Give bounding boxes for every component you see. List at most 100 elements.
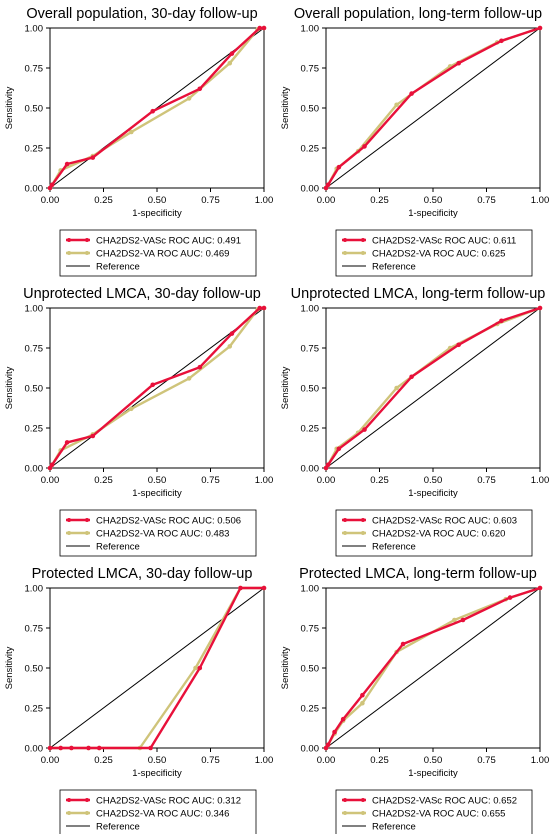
- reference-line: [49, 587, 265, 749]
- chart-title: Protected LMCA, long-term follow-up: [299, 566, 537, 582]
- y-tick-label: 0.50: [301, 104, 320, 115]
- legend-label-va: CHA2DS2-VA ROC AUC: 0.483: [96, 529, 229, 540]
- reference-line: [49, 307, 265, 469]
- x-tick-label: 0.00: [317, 755, 336, 766]
- x-tick-label: 0.75: [201, 755, 220, 766]
- roc-panel-1: Overall population, 30-day follow-up 0.00…: [4, 6, 273, 277]
- y-tick-label: 0.50: [301, 384, 320, 395]
- data-point-vasc: [456, 60, 461, 66]
- y-tick-label: 0.25: [25, 704, 44, 715]
- legend-label-reference: Reference: [96, 822, 140, 833]
- x-tick-label: 0.25: [94, 195, 113, 206]
- x-tick-label: 0.75: [477, 475, 496, 486]
- x-tick-label: 1.00: [255, 475, 274, 486]
- x-tick-label: 0.50: [424, 475, 443, 486]
- x-tick-label: 0.00: [41, 195, 60, 206]
- x-tick-label: 0.25: [370, 195, 389, 206]
- y-tick-label: 0.00: [25, 744, 44, 755]
- data-point-vasc: [261, 305, 267, 311]
- legend-marker: [361, 518, 365, 522]
- y-tick-label: 1.00: [301, 304, 320, 315]
- data-point-va: [129, 406, 134, 412]
- legend-marker: [343, 531, 347, 535]
- y-tick-label: 0.25: [301, 144, 320, 155]
- legend-marker: [67, 811, 71, 815]
- legend-marker: [361, 251, 365, 255]
- x-tick-label: 0.75: [201, 475, 220, 486]
- x-tick-label: 1.00: [531, 755, 550, 766]
- y-tick-label: 1.00: [25, 304, 44, 315]
- data-point-vasc: [332, 729, 337, 735]
- chart-title: Overall population, long-term follow-up: [294, 6, 542, 22]
- data-point-vasc: [257, 305, 263, 311]
- data-point-vasc: [325, 742, 331, 748]
- roc-panel-6: Protected LMCA, long-term follow-up 0.00 0…: [280, 566, 549, 834]
- x-axis-label: 1-specificity: [132, 488, 182, 499]
- reference-line: [325, 27, 541, 189]
- legend-label-vasc: CHA2DS2-VASc ROC AUC: 0.312: [96, 796, 241, 807]
- data-point-vasc: [325, 182, 331, 188]
- x-tick-label: 0.50: [424, 195, 443, 206]
- data-point-vasc: [238, 585, 243, 591]
- legend-label-va: CHA2DS2-VA ROC AUC: 0.655: [372, 809, 505, 820]
- data-point-vasc: [229, 331, 235, 336]
- data-point-vasc: [537, 305, 543, 311]
- x-axis-label: 1-specificity: [132, 208, 182, 219]
- legend-box: [335, 789, 533, 834]
- legend-marker: [343, 238, 347, 242]
- x-tick-label: 0.00: [41, 755, 60, 766]
- y-axis-label: Sensitivity: [280, 646, 291, 689]
- x-axis-label: 1-specificity: [408, 488, 458, 499]
- legend-label-reference: Reference: [96, 542, 140, 553]
- legend-marker: [361, 798, 365, 802]
- legend-marker: [361, 531, 365, 535]
- reference-line: [325, 587, 541, 749]
- x-tick-label: 0.25: [370, 755, 389, 766]
- data-point-vasc: [261, 585, 267, 591]
- legend: CHA2DS2-VASc ROC AUC: 0.506 CHA2DS2-VA RO…: [59, 509, 257, 557]
- y-axis-label: Sensitivity: [4, 86, 15, 129]
- data-point-vasc: [96, 745, 102, 751]
- data-point-vasc: [499, 318, 504, 324]
- y-axis-label: Sensitivity: [280, 366, 291, 409]
- legend-box: [59, 509, 257, 557]
- legend-marker: [85, 811, 89, 815]
- chart-title: Protected LMCA, 30-day follow-up: [32, 566, 253, 582]
- legend-label-vasc: CHA2DS2-VASc ROC AUC: 0.652: [372, 796, 517, 807]
- legend-label-reference: Reference: [372, 262, 416, 273]
- x-axis-label: 1-specificity: [408, 208, 458, 219]
- y-tick-label: 1.00: [301, 584, 320, 595]
- data-point-va: [227, 60, 233, 66]
- data-point-vasc: [197, 86, 203, 92]
- data-point-va: [186, 376, 192, 381]
- legend: CHA2DS2-VASc ROC AUC: 0.491 CHA2DS2-VA RO…: [59, 229, 257, 277]
- y-tick-label: 0.25: [25, 424, 44, 435]
- legend-label-vasc: CHA2DS2-VASc ROC AUC: 0.506: [96, 516, 241, 527]
- y-tick-label: 0.25: [301, 704, 320, 715]
- data-point-vasc: [362, 427, 367, 432]
- data-point-va: [193, 665, 198, 671]
- data-point-vasc: [409, 91, 414, 96]
- x-tick-label: 0.75: [477, 755, 496, 766]
- y-axis-label: Sensitivity: [4, 366, 15, 409]
- legend-marker: [85, 531, 89, 535]
- y-tick-label: 0.75: [25, 624, 44, 635]
- data-point-vasc: [49, 462, 55, 468]
- x-tick-label: 0.00: [41, 475, 60, 486]
- x-axis-label: 1-specificity: [132, 768, 182, 779]
- x-tick-label: 0.25: [370, 475, 389, 486]
- data-point-vasc: [336, 164, 342, 170]
- x-tick-label: 1.00: [531, 475, 550, 486]
- roc-panel-2: Overall population, long-term follow-up 0…: [280, 6, 549, 277]
- legend: CHA2DS2-VASc ROC AUC: 0.652 CHA2DS2-VA RO…: [335, 789, 533, 834]
- data-point-va: [394, 385, 399, 391]
- legend-marker: [343, 798, 347, 802]
- data-point-va: [186, 96, 192, 101]
- data-point-vasc: [409, 374, 414, 380]
- legend-label-vasc: CHA2DS2-VASc ROC AUC: 0.603: [372, 516, 517, 527]
- x-tick-label: 0.00: [317, 475, 336, 486]
- data-point-vasc: [64, 440, 70, 445]
- data-point-va: [452, 617, 457, 623]
- y-tick-label: 0.50: [25, 384, 44, 395]
